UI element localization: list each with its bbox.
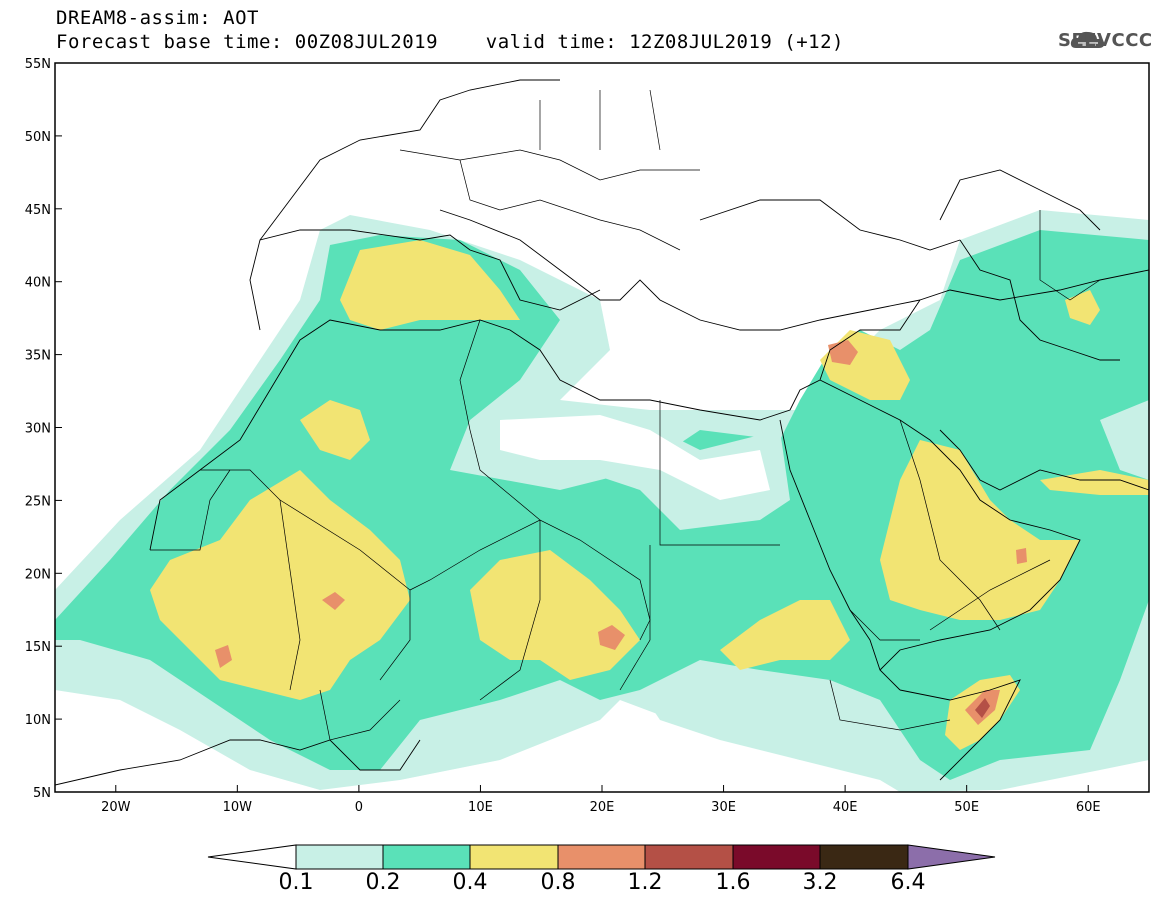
country-borders	[150, 89, 1101, 741]
lat-tick-label: 55N	[25, 57, 51, 72]
colorbar-label: 1.6	[715, 870, 751, 895]
lat-tick-label: 15N	[25, 640, 51, 655]
colorbar-high-arrow	[907, 844, 996, 870]
colorbar-bin	[382, 844, 471, 870]
lat-tick-label: 35N	[25, 349, 51, 364]
lon-axis: 20W 10W 0 10E 20E 30E 40E 50E 60E	[101, 785, 1101, 815]
lon-tick-label: 50E	[954, 800, 979, 815]
aot-field	[55, 210, 1149, 792]
lat-tick-label: 50N	[25, 130, 51, 145]
colorbar-label: 0.2	[365, 870, 401, 895]
lat-tick-label: 20N	[25, 567, 51, 582]
lon-tick-label: 60E	[1076, 800, 1101, 815]
lat-tick-label: 25N	[25, 494, 51, 509]
colorbar-label: 1.2	[627, 870, 663, 895]
forecast-times: Forecast base time: 00Z08JUL2019 valid t…	[56, 31, 844, 53]
lon-tick-label: 10E	[468, 800, 493, 815]
logo-text: SEEVCCC	[1058, 30, 1153, 51]
colorbar-label: 0.4	[452, 870, 488, 895]
colorbar	[207, 844, 996, 870]
coastlines	[55, 79, 1149, 786]
map-title: DREAM8-assim: AOT	[56, 7, 259, 29]
lat-tick-label: 5N	[33, 786, 51, 801]
colorbar-label: 3.2	[802, 870, 838, 895]
lat-tick-label: 40N	[25, 276, 51, 291]
lon-tick-label: 0	[355, 800, 363, 815]
lon-tick-label: 30E	[711, 800, 736, 815]
lat-tick-label: 30N	[25, 422, 51, 437]
lon-tick-label: 40E	[833, 800, 858, 815]
colorbar-bin	[819, 844, 909, 870]
lat-tick-label: 45N	[25, 203, 51, 218]
lat-axis: 55N 50N 45N 40N 35N 30N 25N 20N 15N 10N 5N	[25, 57, 62, 801]
lat-tick-label: 10N	[25, 713, 51, 728]
colorbar-bin	[469, 844, 559, 870]
colorbar-bin	[295, 844, 384, 870]
lon-tick-label: 10W	[223, 800, 253, 815]
colorbar-bin	[732, 844, 821, 870]
colorbar-low-arrow	[207, 844, 297, 870]
colorbar-label: 0.8	[540, 870, 576, 895]
aot-contour-0.4	[150, 470, 410, 700]
cloud-icon	[1070, 31, 1104, 48]
colorbar-bin	[557, 844, 646, 870]
lon-tick-label: 20E	[590, 800, 615, 815]
aot-contour-1.2	[975, 698, 990, 718]
colorbar-bin	[644, 844, 734, 870]
lon-tick-label: 20W	[101, 800, 131, 815]
colorbar-label: 0.1	[278, 870, 314, 895]
colorbar-label: 6.4	[890, 870, 926, 895]
aot-contour-0.8	[322, 592, 345, 610]
